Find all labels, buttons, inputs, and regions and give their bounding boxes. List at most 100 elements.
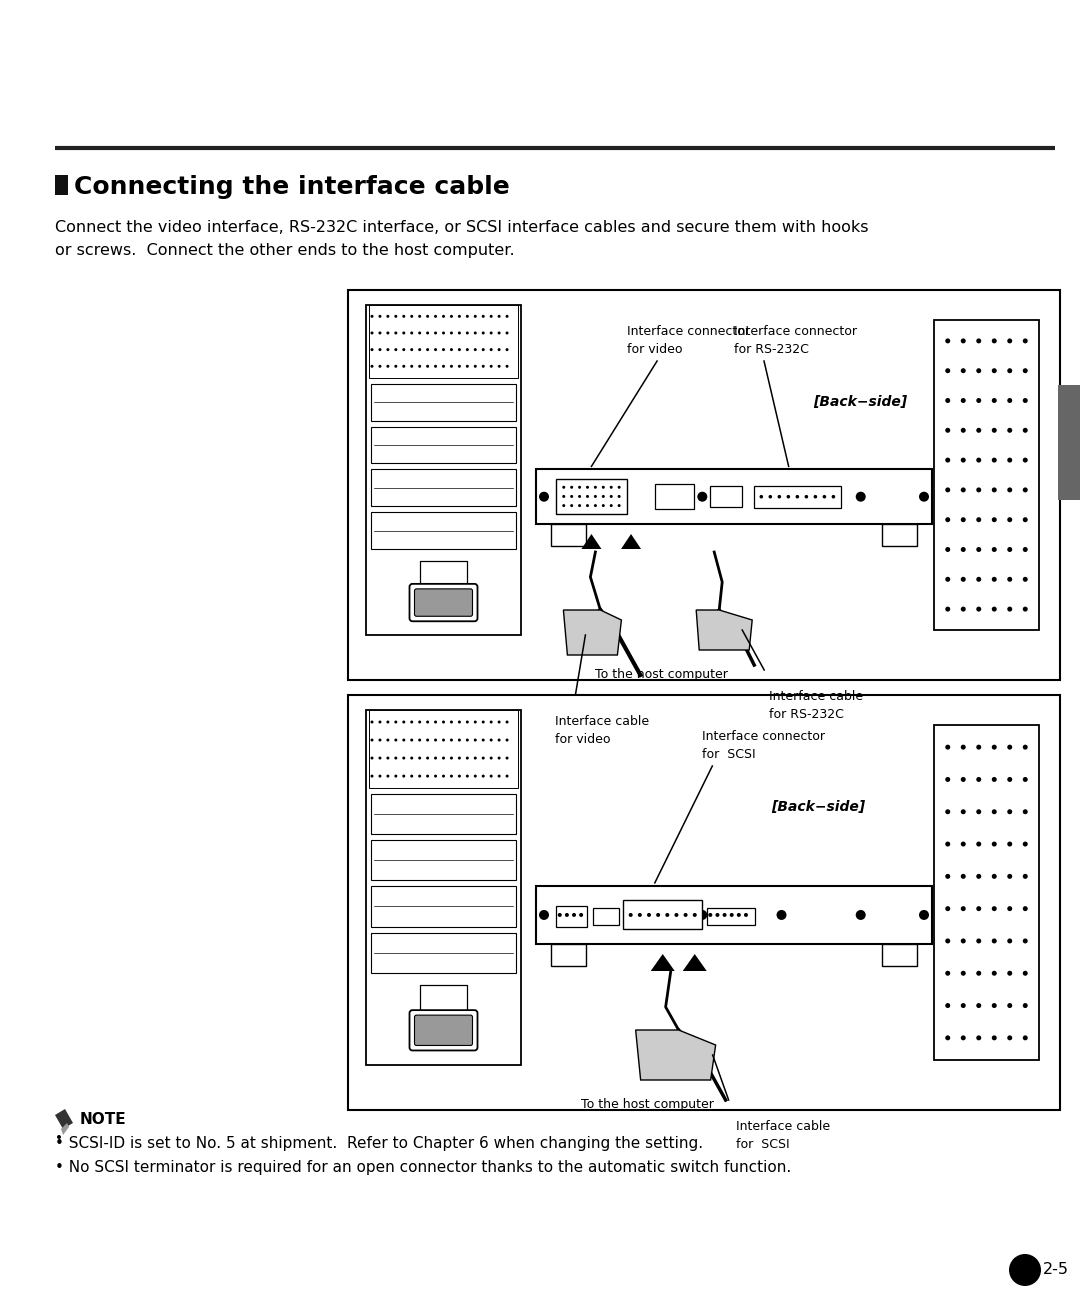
- Circle shape: [976, 939, 982, 943]
- Circle shape: [586, 495, 589, 498]
- Circle shape: [961, 398, 966, 403]
- Bar: [754, 486, 841, 507]
- Circle shape: [692, 913, 697, 917]
- Circle shape: [976, 458, 982, 463]
- Circle shape: [1008, 518, 1012, 523]
- Circle shape: [394, 364, 397, 368]
- Circle shape: [1023, 398, 1028, 403]
- Circle shape: [1023, 1003, 1028, 1008]
- Circle shape: [578, 505, 581, 507]
- Circle shape: [602, 505, 605, 507]
- Circle shape: [991, 577, 997, 582]
- Circle shape: [474, 721, 476, 724]
- Circle shape: [1023, 577, 1028, 582]
- Circle shape: [665, 913, 670, 917]
- Circle shape: [498, 332, 501, 335]
- Circle shape: [418, 738, 421, 742]
- Bar: [372, 886, 516, 926]
- Circle shape: [1023, 607, 1028, 612]
- Text: [Back−side]: [Back−side]: [813, 396, 907, 409]
- Circle shape: [976, 428, 982, 433]
- Circle shape: [855, 492, 866, 502]
- Bar: [372, 470, 516, 506]
- Circle shape: [570, 505, 573, 507]
- Circle shape: [418, 756, 421, 760]
- Circle shape: [402, 721, 405, 724]
- Circle shape: [976, 547, 982, 553]
- Circle shape: [505, 721, 509, 724]
- Polygon shape: [621, 534, 642, 549]
- Circle shape: [458, 774, 461, 778]
- Circle shape: [945, 907, 950, 912]
- Circle shape: [823, 495, 826, 498]
- Text: Connect the video interface, RS-232C interface, or SCSI interface cables and sec: Connect the video interface, RS-232C int…: [55, 220, 868, 235]
- Bar: [707, 908, 755, 925]
- Circle shape: [563, 486, 565, 489]
- Circle shape: [976, 874, 982, 879]
- Bar: [55, 175, 68, 195]
- Circle shape: [394, 332, 397, 335]
- Circle shape: [976, 577, 982, 582]
- Circle shape: [378, 774, 381, 778]
- Circle shape: [1008, 777, 1012, 782]
- Circle shape: [402, 315, 405, 318]
- Circle shape: [1023, 368, 1028, 374]
- Circle shape: [602, 486, 605, 489]
- Circle shape: [945, 339, 950, 344]
- Bar: [882, 524, 917, 546]
- Polygon shape: [683, 955, 706, 971]
- Circle shape: [378, 364, 381, 368]
- Circle shape: [505, 348, 509, 351]
- Circle shape: [505, 332, 509, 335]
- Circle shape: [991, 547, 997, 553]
- Circle shape: [442, 738, 445, 742]
- Circle shape: [1008, 547, 1012, 553]
- Circle shape: [1008, 744, 1012, 750]
- Circle shape: [1008, 1003, 1012, 1008]
- Circle shape: [505, 315, 509, 318]
- Circle shape: [786, 495, 791, 498]
- Bar: [366, 709, 521, 1065]
- Circle shape: [618, 495, 621, 498]
- Circle shape: [976, 744, 982, 750]
- Bar: [372, 840, 516, 881]
- Circle shape: [586, 486, 589, 489]
- Circle shape: [427, 348, 429, 351]
- Circle shape: [976, 339, 982, 344]
- Circle shape: [489, 348, 492, 351]
- Circle shape: [402, 756, 405, 760]
- Polygon shape: [581, 534, 602, 549]
- Circle shape: [991, 339, 997, 344]
- Circle shape: [1008, 939, 1012, 943]
- Circle shape: [1023, 907, 1028, 912]
- Circle shape: [1023, 809, 1028, 815]
- Circle shape: [945, 368, 950, 374]
- Circle shape: [976, 607, 982, 612]
- Circle shape: [1008, 907, 1012, 912]
- Circle shape: [945, 874, 950, 879]
- Circle shape: [450, 774, 453, 778]
- Circle shape: [618, 505, 621, 507]
- Circle shape: [976, 1035, 982, 1040]
- Circle shape: [1023, 777, 1028, 782]
- Circle shape: [418, 774, 421, 778]
- Circle shape: [1023, 547, 1028, 553]
- Circle shape: [638, 913, 642, 917]
- Text: • No SCSI terminator is required for an open connector thanks to the automatic s: • No SCSI terminator is required for an …: [55, 1160, 792, 1175]
- Bar: [536, 503, 932, 518]
- Circle shape: [777, 910, 786, 920]
- Circle shape: [991, 970, 997, 975]
- Circle shape: [402, 364, 405, 368]
- Circle shape: [434, 348, 437, 351]
- Circle shape: [474, 332, 476, 335]
- Text: for  SCSI: for SCSI: [702, 748, 756, 761]
- Circle shape: [370, 364, 374, 368]
- Circle shape: [961, 744, 966, 750]
- Text: To the host computer: To the host computer: [581, 1099, 714, 1112]
- Circle shape: [991, 809, 997, 815]
- Circle shape: [427, 756, 429, 760]
- FancyBboxPatch shape: [415, 589, 473, 616]
- Circle shape: [1008, 842, 1012, 847]
- Circle shape: [418, 364, 421, 368]
- Circle shape: [570, 495, 573, 498]
